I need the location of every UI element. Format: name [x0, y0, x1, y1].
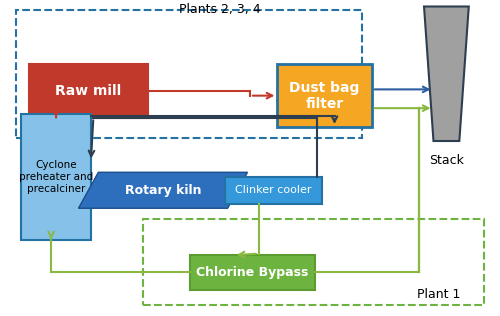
- FancyBboxPatch shape: [22, 114, 91, 240]
- Text: Dust bag
filter: Dust bag filter: [290, 81, 360, 111]
- Text: Clinker cooler: Clinker cooler: [236, 185, 312, 195]
- FancyBboxPatch shape: [190, 255, 314, 289]
- Text: Plants 2, 3, 4: Plants 2, 3, 4: [180, 3, 261, 16]
- Text: Rotary kiln: Rotary kiln: [124, 184, 201, 197]
- Text: Raw mill: Raw mill: [56, 84, 122, 98]
- Polygon shape: [424, 7, 469, 141]
- Text: Cyclone
preheater and
precalciner: Cyclone preheater and precalciner: [19, 161, 93, 194]
- Text: Plant 1: Plant 1: [418, 288, 461, 301]
- Text: Chlorine Bypass: Chlorine Bypass: [196, 266, 308, 279]
- FancyBboxPatch shape: [28, 64, 148, 118]
- Text: Stack: Stack: [429, 154, 464, 167]
- Polygon shape: [78, 172, 247, 208]
- FancyBboxPatch shape: [225, 177, 322, 204]
- FancyBboxPatch shape: [278, 64, 372, 127]
